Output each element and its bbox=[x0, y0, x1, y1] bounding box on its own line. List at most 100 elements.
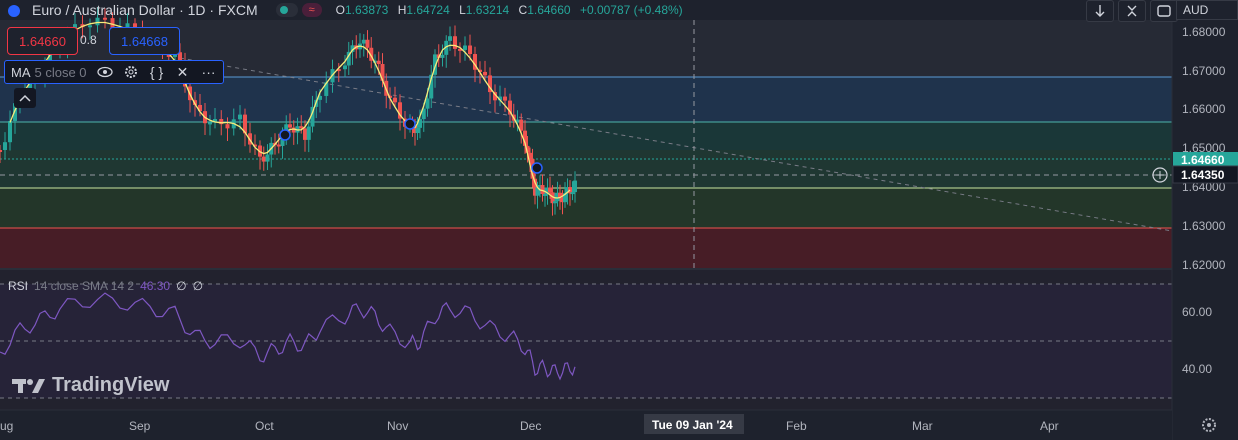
candle-body bbox=[538, 185, 542, 188]
zone-red bbox=[0, 228, 1172, 268]
candle-body bbox=[398, 102, 402, 119]
candle-body bbox=[573, 180, 577, 193]
eye-icon[interactable] bbox=[96, 64, 113, 80]
candle-body bbox=[498, 96, 502, 101]
candle-body bbox=[515, 119, 520, 122]
candle-body bbox=[555, 192, 560, 202]
candle-body bbox=[523, 130, 527, 146]
rsi-line-layer bbox=[0, 292, 576, 381]
time-label: Oct bbox=[255, 419, 274, 433]
rsi-label: 40.00 bbox=[1182, 362, 1212, 376]
candle-body bbox=[418, 119, 422, 128]
event-marker[interactable] bbox=[404, 118, 416, 130]
market-status-icon[interactable] bbox=[275, 3, 298, 17]
rsi-params: 14 close SMA 14 2 bbox=[34, 279, 135, 293]
price-axis[interactable] bbox=[1172, 0, 1238, 440]
gear-icon[interactable] bbox=[123, 64, 139, 80]
symbol-legend[interactable]: Euro / Australian Dollar · 1D · FXCM ≈ O… bbox=[0, 0, 683, 20]
tradingview-logo-icon bbox=[12, 378, 45, 393]
candle-body bbox=[508, 100, 512, 115]
collapse-legend-button[interactable] bbox=[14, 88, 36, 108]
crosshair-date-tag bbox=[644, 414, 744, 434]
zone-teal-light bbox=[0, 150, 1172, 188]
ohlc-values: O1.63873 H1.64724 L1.63214 C1.64660 +0.0… bbox=[335, 3, 683, 17]
candle-body bbox=[88, 25, 92, 28]
candle-body bbox=[291, 127, 296, 133]
event-marker[interactable] bbox=[279, 129, 291, 141]
candle-body bbox=[415, 127, 420, 134]
arrow-down-icon[interactable] bbox=[1086, 0, 1114, 22]
current-price-tag bbox=[1173, 152, 1238, 168]
currency-selector[interactable]: AUD bbox=[1176, 0, 1238, 20]
more-icon[interactable]: ··· bbox=[201, 64, 216, 80]
candle-body bbox=[3, 142, 7, 150]
current-price-text: 1.64660 bbox=[1181, 153, 1225, 167]
candle-body bbox=[528, 152, 532, 160]
candle-body bbox=[238, 114, 242, 120]
candle-body bbox=[468, 45, 472, 55]
settings-gear-icon[interactable] bbox=[1202, 418, 1216, 432]
candle-body bbox=[276, 144, 281, 147]
fullscreen-icon[interactable] bbox=[1150, 0, 1178, 22]
candle-body bbox=[440, 54, 445, 58]
candle-body bbox=[488, 75, 492, 93]
source-code-icon[interactable]: { } bbox=[149, 64, 164, 80]
candle-body bbox=[265, 154, 270, 162]
candle-body bbox=[525, 145, 530, 153]
candle-body bbox=[284, 124, 289, 134]
candle-body bbox=[473, 54, 477, 70]
candle-body bbox=[253, 144, 257, 147]
candle-body bbox=[306, 126, 311, 140]
candle-body bbox=[550, 192, 555, 204]
chart-toolbar bbox=[1086, 0, 1178, 22]
event-marker[interactable] bbox=[531, 162, 543, 174]
crosshair-price-text: 1.64350 bbox=[1181, 168, 1225, 182]
add-alert-icon[interactable] bbox=[1152, 167, 1168, 183]
candle-body bbox=[198, 104, 202, 112]
price-label: 1.63000 bbox=[1182, 219, 1226, 233]
candle-body bbox=[553, 201, 557, 204]
candle-body bbox=[463, 45, 467, 50]
time-axis[interactable] bbox=[0, 410, 1172, 440]
rsi-line bbox=[0, 292, 576, 381]
time-labels: ug Sep Oct Nov Dec Feb Mar Apr bbox=[0, 419, 1059, 433]
zone-green bbox=[0, 188, 1172, 228]
chevron-up-icon bbox=[19, 94, 31, 102]
candle-body bbox=[453, 36, 457, 49]
price-label: 1.62000 bbox=[1182, 258, 1226, 272]
rsi-indicator-legend[interactable]: RSI 14 close SMA 14 2 46.30 ∅ ∅ bbox=[8, 279, 203, 293]
ma-name: MA bbox=[11, 64, 31, 80]
candle-body bbox=[444, 40, 449, 55]
candle-body bbox=[563, 193, 567, 203]
candle-body bbox=[208, 122, 212, 125]
candle-body bbox=[429, 74, 434, 99]
sell-button[interactable]: 1.64660 bbox=[7, 27, 78, 55]
candle-body bbox=[193, 100, 197, 105]
candle-body bbox=[95, 17, 100, 26]
candle-body bbox=[288, 124, 292, 128]
candle-body bbox=[545, 187, 550, 194]
candle-body bbox=[8, 120, 12, 143]
rsi-value: 46.30 bbox=[140, 279, 171, 293]
candle-body bbox=[483, 71, 487, 76]
collapse-icon[interactable] bbox=[1118, 0, 1146, 22]
candle-body bbox=[558, 192, 562, 198]
change-value: +0.00787 (+0.48%) bbox=[579, 3, 683, 17]
candle-body bbox=[110, 18, 115, 29]
time-label: Apr bbox=[1040, 419, 1059, 433]
ma-indicator-legend[interactable]: MA 5 close 0 { } ✕ ··· bbox=[4, 60, 224, 84]
candle-body bbox=[213, 119, 217, 123]
candle-body bbox=[0, 150, 2, 152]
time-label: ug bbox=[0, 419, 13, 433]
price-label: 1.66000 bbox=[1182, 102, 1226, 116]
time-label: Dec bbox=[520, 419, 541, 433]
candle-body bbox=[519, 119, 524, 131]
buy-button[interactable]: 1.64668 bbox=[109, 27, 180, 55]
data-wave-icon[interactable]: ≈ bbox=[301, 3, 322, 17]
close-icon[interactable]: ✕ bbox=[176, 63, 189, 80]
price-label: 1.67000 bbox=[1182, 64, 1226, 78]
candle-body bbox=[178, 52, 182, 64]
time-label: Mar bbox=[912, 419, 933, 433]
candle-body bbox=[388, 95, 392, 98]
